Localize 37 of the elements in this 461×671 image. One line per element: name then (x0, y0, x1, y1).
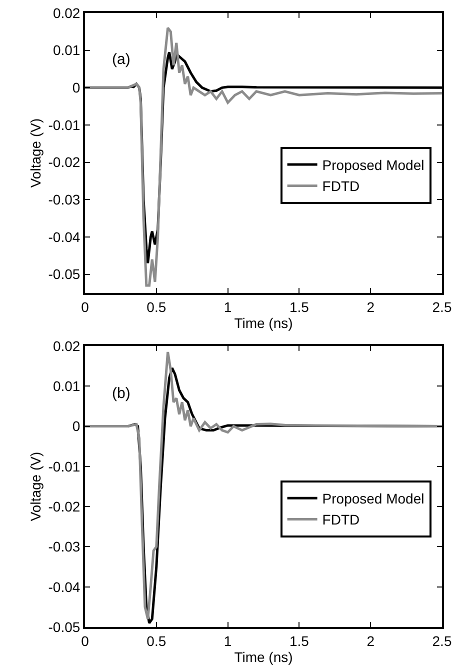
y-tick-label: -0.02 (48, 154, 80, 170)
y-tick-label: -0.02 (48, 498, 80, 514)
legend-label: Proposed Model (322, 156, 424, 173)
x-axis-title: Time (ns) (234, 648, 293, 665)
x-tick-label: 0.5 (146, 632, 166, 649)
y-tick-label: 0.02 (52, 4, 80, 21)
y-tick-label: -0.03 (48, 538, 80, 555)
y-tick-label: -0.04 (48, 228, 80, 245)
y-axis-title: Voltage (V) (27, 118, 44, 188)
y-axis-title: Voltage (V) (27, 452, 44, 522)
y-tick-label: 0.01 (52, 378, 80, 394)
y-tick-label: -0.04 (48, 578, 80, 595)
y-tick-label: -0.01 (48, 116, 80, 133)
y-tick-label: -0.01 (48, 458, 80, 474)
x-tick-label: 2.5 (432, 632, 452, 649)
legend-label: Proposed Model (322, 490, 424, 507)
x-tick-label: 2 (366, 632, 375, 649)
legend-label: FDTD (322, 178, 360, 194)
line-series (85, 26, 442, 287)
x-tick-label: 0.5 (146, 298, 166, 315)
y-tick-label: -0.03 (48, 192, 80, 208)
annotation: (b) (112, 385, 130, 402)
x-tick-label: 2.5 (432, 298, 452, 315)
y-tick-label: 0 (72, 418, 80, 434)
y-tick-label: -0.05 (48, 618, 80, 635)
x-tick-label: 2 (366, 298, 375, 315)
y-tick-label: 0.02 (52, 338, 80, 354)
x-tick-label: 1.5 (289, 632, 310, 649)
legend-label: FDTD (322, 512, 360, 528)
y-tick-label: 0 (72, 80, 80, 96)
y-tick-label: -0.05 (48, 266, 80, 282)
x-tick-label: 1.5 (289, 298, 310, 315)
x-tick-label: 1 (224, 632, 232, 649)
x-axis-title: Time (ns) (234, 314, 293, 331)
y-tick-label: 0.01 (52, 42, 80, 58)
annotation: (a) (112, 51, 130, 68)
x-tick-label: 1 (224, 298, 232, 315)
